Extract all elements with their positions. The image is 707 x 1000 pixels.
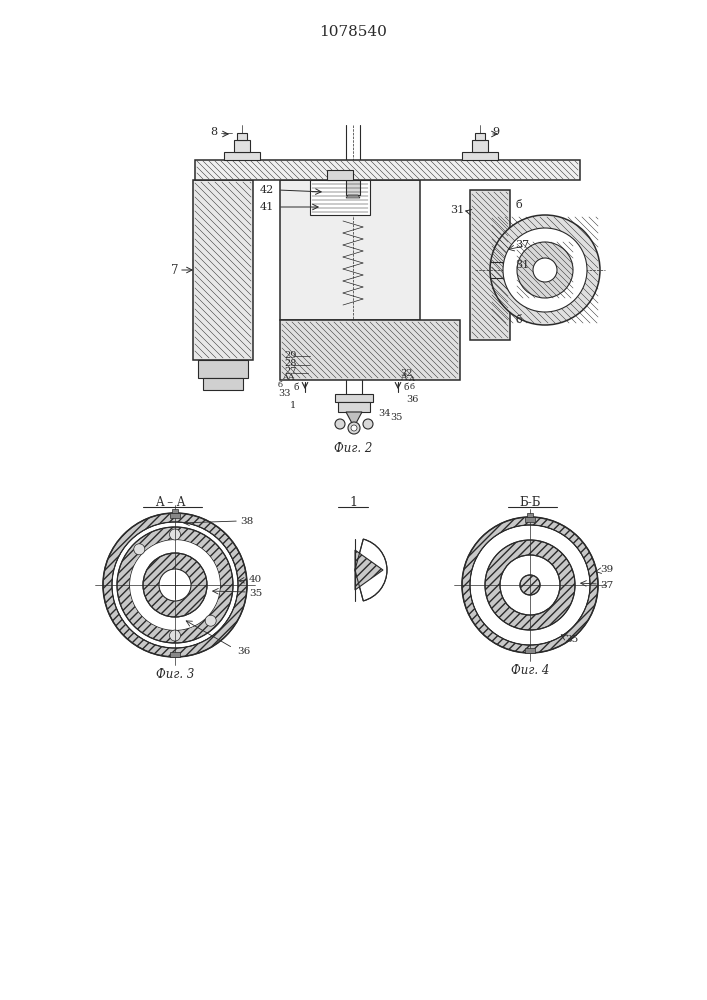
Text: б: б <box>410 383 415 391</box>
Text: 40: 40 <box>249 574 262 584</box>
Circle shape <box>159 569 191 601</box>
Text: Фиг. 2: Фиг. 2 <box>334 442 372 454</box>
Text: A: A <box>287 373 293 382</box>
Text: б: б <box>515 200 522 210</box>
Circle shape <box>100 510 250 660</box>
Bar <box>525 517 535 522</box>
Text: 33: 33 <box>278 389 291 398</box>
Bar <box>280 320 460 380</box>
Circle shape <box>170 630 180 641</box>
Bar <box>170 652 180 657</box>
Text: б: б <box>403 383 409 392</box>
Bar <box>195 160 580 180</box>
Circle shape <box>517 242 573 298</box>
Text: A: A <box>408 375 414 383</box>
Text: 36: 36 <box>406 395 419 404</box>
Bar <box>193 180 253 360</box>
Bar <box>237 133 247 140</box>
Bar <box>525 648 535 653</box>
Text: 38: 38 <box>240 516 253 526</box>
Circle shape <box>170 529 180 540</box>
Text: 9: 9 <box>492 127 499 137</box>
Circle shape <box>471 526 589 644</box>
Polygon shape <box>346 195 360 198</box>
Circle shape <box>348 422 360 434</box>
Bar <box>234 140 250 152</box>
Text: A: A <box>282 373 288 381</box>
Bar <box>203 378 243 390</box>
Circle shape <box>520 575 540 595</box>
Bar <box>224 152 260 160</box>
Circle shape <box>533 258 557 282</box>
Text: 39: 39 <box>600 566 613 574</box>
Text: 35: 35 <box>390 414 402 422</box>
Bar <box>346 180 360 195</box>
Text: 35: 35 <box>565 635 578 644</box>
Bar <box>310 180 370 215</box>
Text: 42: 42 <box>260 185 274 195</box>
Text: 29: 29 <box>284 351 296 360</box>
Circle shape <box>143 553 207 617</box>
Polygon shape <box>346 412 362 427</box>
Text: 27: 27 <box>284 367 296 376</box>
Text: б: б <box>278 381 283 389</box>
Circle shape <box>363 419 373 429</box>
Bar <box>462 152 498 160</box>
Text: 31: 31 <box>515 260 530 270</box>
Circle shape <box>205 615 216 626</box>
Text: б: б <box>293 383 298 392</box>
Bar <box>280 180 420 320</box>
Text: б: б <box>515 315 522 325</box>
Text: A: A <box>400 373 407 382</box>
Text: 36: 36 <box>237 647 250 656</box>
Text: 28: 28 <box>284 360 296 368</box>
Text: 1: 1 <box>290 401 296 410</box>
Bar <box>338 402 370 412</box>
Bar <box>475 133 485 140</box>
Polygon shape <box>355 550 383 590</box>
Bar <box>170 513 180 518</box>
Circle shape <box>351 425 357 431</box>
Bar <box>527 513 533 517</box>
Circle shape <box>503 228 587 312</box>
Bar <box>198 360 248 378</box>
Text: 1078540: 1078540 <box>319 25 387 39</box>
Circle shape <box>335 419 345 429</box>
Circle shape <box>459 514 601 656</box>
Text: 8: 8 <box>210 127 217 137</box>
Bar <box>172 509 178 513</box>
Text: 41: 41 <box>260 202 274 212</box>
Bar <box>335 394 373 402</box>
Text: 32: 32 <box>400 369 412 378</box>
Bar <box>470 190 510 340</box>
Wedge shape <box>355 539 387 601</box>
Circle shape <box>490 215 600 325</box>
Text: 34: 34 <box>378 410 390 418</box>
Text: 31: 31 <box>450 205 464 215</box>
Text: 37: 37 <box>515 240 529 250</box>
Text: 37: 37 <box>600 580 613 589</box>
Text: Б-Б: Б-Б <box>519 495 541 508</box>
Text: 35: 35 <box>249 588 262 597</box>
Bar <box>327 170 353 180</box>
Text: 7: 7 <box>171 263 178 276</box>
Text: Фиг. 4: Фиг. 4 <box>511 664 549 678</box>
Text: A – A: A – A <box>155 495 185 508</box>
Text: Фиг. 3: Фиг. 3 <box>156 668 194 682</box>
Circle shape <box>113 523 237 647</box>
Circle shape <box>134 544 145 555</box>
Bar <box>472 140 488 152</box>
Text: 1: 1 <box>349 495 357 508</box>
